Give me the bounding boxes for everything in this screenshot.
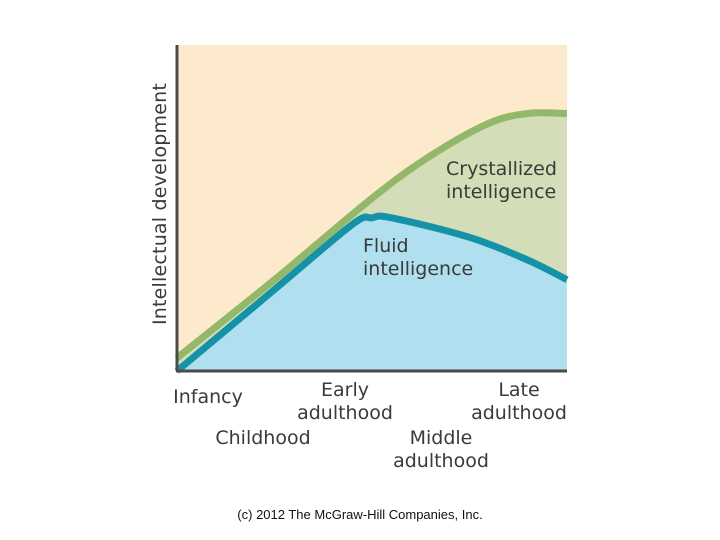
x-tick-infancy: Infancy <box>173 386 243 408</box>
fluid-intelligence-label: Fluid intelligence <box>363 235 474 280</box>
series-line-0 <box>174 109 568 361</box>
x-tick-early-adulthood: Early adulthood <box>297 379 393 424</box>
x-tick-late-adulthood: Late adulthood <box>471 379 567 424</box>
x-tick-middle-adulthood: Middle adulthood <box>393 427 489 472</box>
x-tick-childhood: Childhood <box>215 427 311 449</box>
series-line-1 <box>174 212 569 374</box>
crystallized-intelligence-label: Crystallized intelligence <box>446 158 557 203</box>
copyright-footer: (c) 2012 The McGraw-Hill Companies, Inc. <box>237 507 483 522</box>
series-area-1 <box>177 216 567 371</box>
y-axis-label: Intellectual development <box>149 82 171 326</box>
